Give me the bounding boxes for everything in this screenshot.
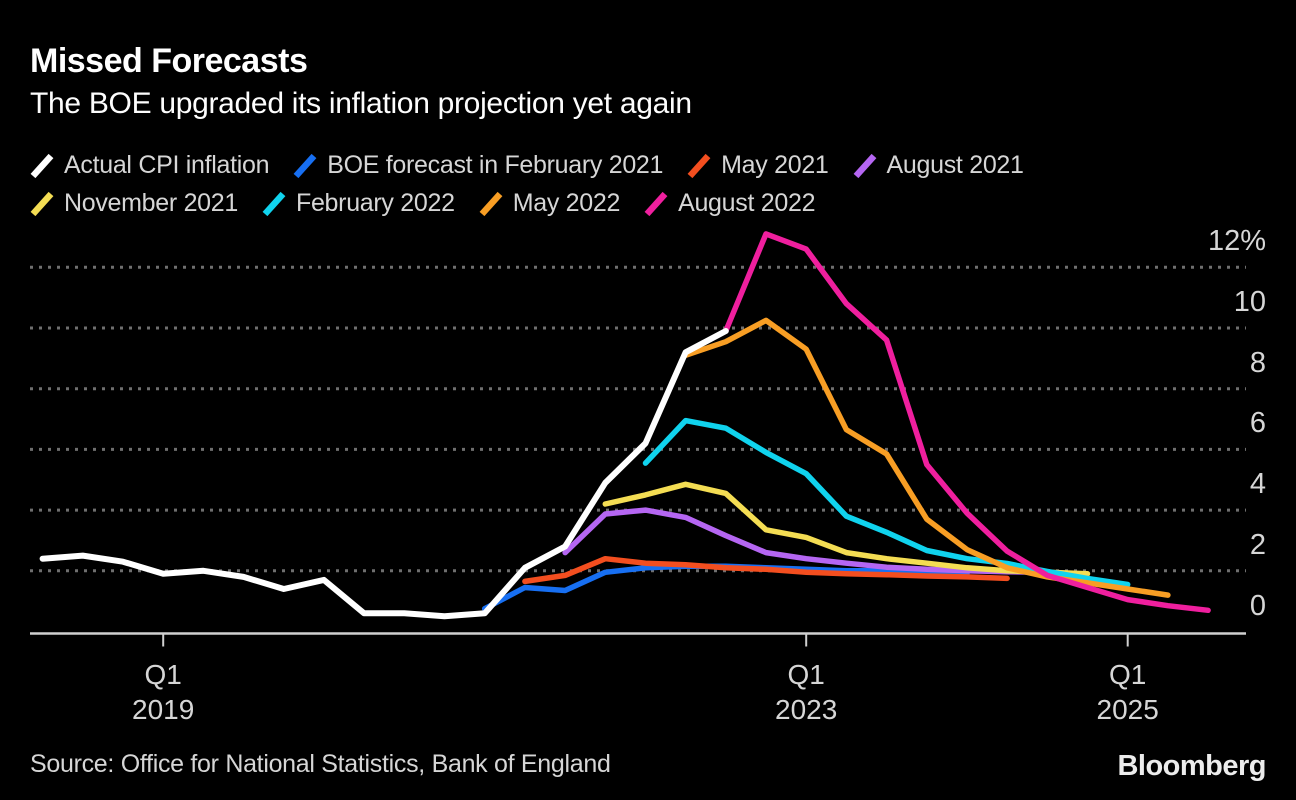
y-axis-label-0: 0	[1249, 589, 1266, 622]
legend-item-may-2022: May 2022	[479, 186, 620, 221]
chart-subtitle: The BOE upgraded its inflation projectio…	[30, 87, 692, 120]
legend-swatch-icon	[30, 191, 54, 216]
x-axis-label-year: 2025	[1096, 694, 1159, 725]
x-axis-label-2023: Q1 2023	[726, 657, 886, 727]
legend-label: BOE forecast in February 2021	[327, 151, 664, 179]
legend-label: November 2021	[64, 189, 238, 217]
series-line-august-2022	[723, 231, 1211, 614]
y-axis-label-10: 10	[1233, 286, 1266, 318]
legend-swatch-icon	[293, 153, 317, 178]
x-axis-label-quarter: Q1	[144, 659, 182, 690]
legend-label: August 2022	[678, 189, 816, 217]
x-axis-label-year: 2019	[132, 694, 195, 725]
legend-label: Actual CPI inflation	[64, 151, 270, 179]
legend-item-may-2021: May 2021	[687, 148, 829, 183]
legend-label: May 2021	[721, 151, 829, 179]
legend-swatch-icon	[30, 153, 54, 178]
legend-row: Actual CPI inflation BOE forecast in Febr…	[30, 148, 1024, 183]
legend-swatch-icon	[479, 191, 503, 216]
legend-swatch-icon	[262, 191, 286, 216]
x-axis-label-year: 2023	[775, 694, 838, 725]
x-axis-label-2019: Q1 2019	[83, 657, 243, 727]
legend-item-august-2022: August 2022	[644, 186, 815, 221]
legend-swatch-icon	[687, 153, 711, 178]
legend-item-november-2021: November 2021	[30, 186, 238, 221]
legend-label: August 2021	[886, 151, 1024, 179]
legend-item-boe-forecast-february-2021: BOE forecast in February 2021	[293, 148, 663, 183]
x-axis-label-quarter: Q1	[1109, 659, 1147, 690]
series-line-may-2022	[682, 317, 1171, 598]
series-line-may-2021	[522, 555, 1010, 585]
legend-item-actual-cpi-inflation: Actual CPI inflation	[30, 148, 270, 183]
legend-row: November 2021 February 2022 May 2022 August…	[30, 186, 1024, 221]
legend-swatch-icon	[644, 191, 668, 216]
chart-title: Missed Forecasts	[30, 42, 308, 80]
x-axis-label-2025: Q1 2025	[1048, 657, 1208, 727]
series-line-november-2021	[602, 481, 1091, 577]
series-line-actual-cpi-inflation	[39, 328, 729, 620]
series-line-august-2021	[562, 507, 1051, 576]
legend-label: May 2022	[512, 189, 621, 217]
y-axis-label-8: 8	[1249, 346, 1266, 379]
legend-item-august-2021: August 2021	[853, 148, 1024, 183]
series-line-february-2022	[642, 417, 1131, 588]
legend-swatch-icon	[853, 153, 876, 178]
y-axis-label-12: 12%	[1207, 225, 1266, 258]
source-credit: Source: Office for National Statistics, …	[30, 750, 611, 778]
y-axis-label-6: 6	[1249, 407, 1266, 440]
chart-legend: Actual CPI inflation BOE forecast in Febr…	[30, 148, 1024, 221]
x-axis-label-quarter: Q1	[787, 659, 825, 690]
bloomberg-logo: Bloomberg	[1117, 750, 1266, 782]
legend-label: February 2022	[295, 189, 455, 217]
y-axis-label-2: 2	[1249, 528, 1266, 561]
y-axis-label-4: 4	[1249, 468, 1266, 501]
legend-item-february-2022: February 2022	[262, 186, 455, 221]
